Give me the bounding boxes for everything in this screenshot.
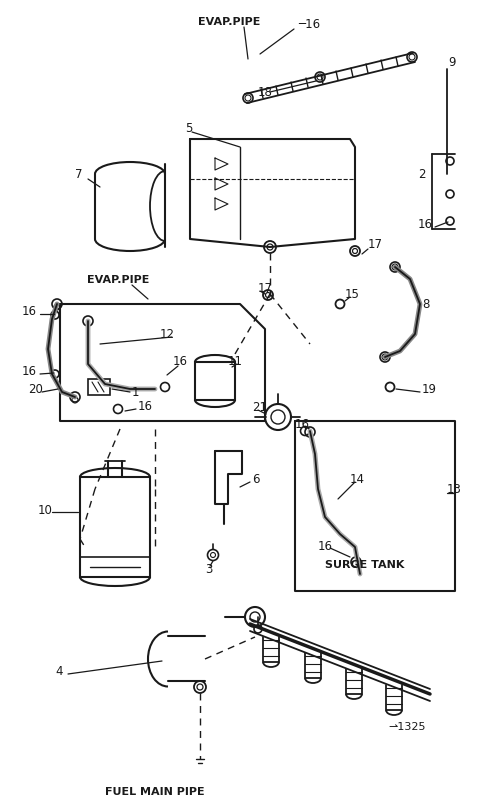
- Text: 3: 3: [205, 563, 212, 576]
- Text: 18: 18: [258, 87, 273, 100]
- Text: 5: 5: [185, 121, 192, 134]
- Text: ⇀1325: ⇀1325: [388, 721, 425, 731]
- Text: ─16: ─16: [298, 18, 320, 31]
- Text: 16: 16: [418, 218, 433, 231]
- Text: EVAP.PIPE: EVAP.PIPE: [87, 275, 149, 284]
- Text: 21: 21: [252, 401, 267, 414]
- Text: 16: 16: [22, 365, 37, 378]
- Text: 10: 10: [38, 503, 53, 516]
- Text: 16: 16: [138, 400, 153, 413]
- Text: 13: 13: [447, 483, 462, 496]
- Text: 16: 16: [295, 418, 310, 431]
- Text: 17: 17: [258, 281, 273, 294]
- Text: 12: 12: [160, 328, 175, 341]
- Text: 11: 11: [228, 355, 243, 368]
- Text: 15: 15: [345, 288, 360, 301]
- Text: SURGE TANK: SURGE TANK: [325, 560, 404, 569]
- Text: 2: 2: [418, 169, 425, 181]
- Text: 4: 4: [55, 665, 62, 678]
- Bar: [195, 362, 235, 401]
- Text: 8: 8: [422, 298, 430, 311]
- Text: 20: 20: [28, 383, 43, 396]
- Text: 16: 16: [173, 355, 188, 368]
- Text: 7: 7: [75, 169, 83, 181]
- Text: 14: 14: [350, 473, 365, 486]
- Text: 16: 16: [318, 539, 333, 552]
- Bar: [88, 380, 110, 396]
- Bar: [80, 478, 150, 577]
- Text: EVAP.PIPE: EVAP.PIPE: [198, 17, 260, 27]
- Text: FUEL MAIN PIPE: FUEL MAIN PIPE: [105, 786, 205, 796]
- Text: 9: 9: [448, 56, 456, 69]
- Text: 16: 16: [22, 305, 37, 318]
- Text: 19: 19: [422, 383, 437, 396]
- Text: 1: 1: [132, 386, 140, 399]
- Text: 17: 17: [368, 238, 383, 251]
- Text: 6: 6: [252, 473, 260, 486]
